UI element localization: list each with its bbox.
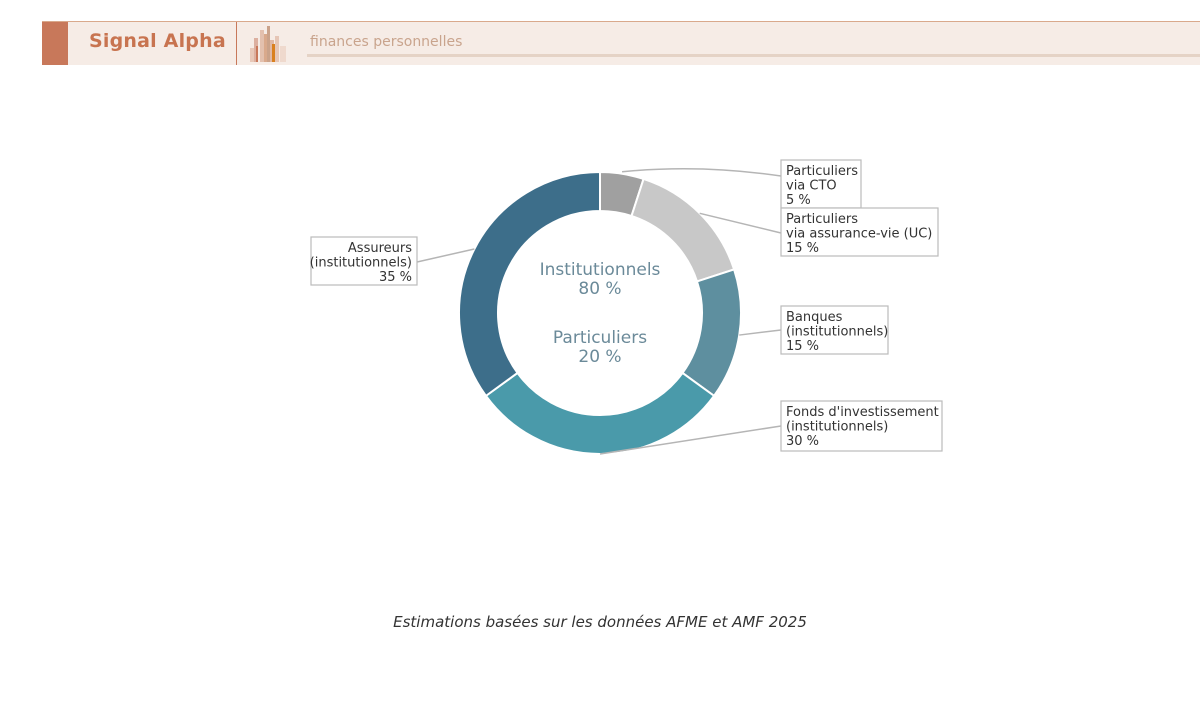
- center-value-institutional: 80 %: [578, 279, 621, 299]
- slice-label: Particuliers: [786, 164, 858, 179]
- header-banner: Signal Alpha finances personnelles: [42, 21, 1200, 65]
- slice-value-label: 15 %: [786, 339, 819, 354]
- center-label-institutional: Institutionnels: [540, 260, 661, 280]
- brand-divider: [236, 22, 237, 65]
- slice-label: Assureurs: [348, 241, 412, 256]
- slice-label: Banques: [786, 310, 843, 325]
- slice-value-label: 35 %: [379, 270, 412, 285]
- tagline-underline: [307, 54, 1200, 57]
- chart-source-note: Estimations basées sur les données AFME …: [393, 613, 807, 631]
- slice-value-label: 30 %: [786, 434, 819, 449]
- center-value-individual: 20 %: [578, 347, 621, 367]
- leader-line: [416, 248, 475, 263]
- donut-slice: [458, 170, 601, 398]
- center-label-individual: Particuliers: [553, 328, 647, 348]
- slice-label-box: [780, 159, 862, 209]
- city-skyline-icon: [250, 26, 286, 62]
- brand-name[interactable]: Signal Alpha: [89, 30, 226, 52]
- donut-slice: [681, 268, 742, 398]
- slice-label-box: [310, 236, 418, 286]
- slice-value-label: 5 %: [786, 193, 811, 208]
- brand-tagline: finances personnelles: [310, 34, 463, 50]
- slice-label-box: [780, 400, 943, 452]
- leader-line: [699, 212, 782, 234]
- slice-label: Particuliers: [786, 212, 858, 227]
- slice-value-label: 15 %: [786, 241, 819, 256]
- leader-line: [739, 329, 782, 336]
- slice-label: via assurance-vie (UC): [786, 227, 932, 242]
- brand-color-block: [42, 22, 68, 65]
- leader-line: [599, 425, 782, 455]
- leader-line: [621, 167, 782, 177]
- slice-label: Fonds d'investissement: [786, 405, 939, 420]
- slice-label: (institutionnels): [786, 325, 888, 340]
- slice-label: (institutionnels): [310, 256, 412, 271]
- slice-label: (institutionnels): [786, 420, 888, 435]
- slice-label-box: [780, 207, 939, 257]
- slice-label-box: [780, 305, 889, 355]
- slice-label: via CTO: [786, 179, 837, 194]
